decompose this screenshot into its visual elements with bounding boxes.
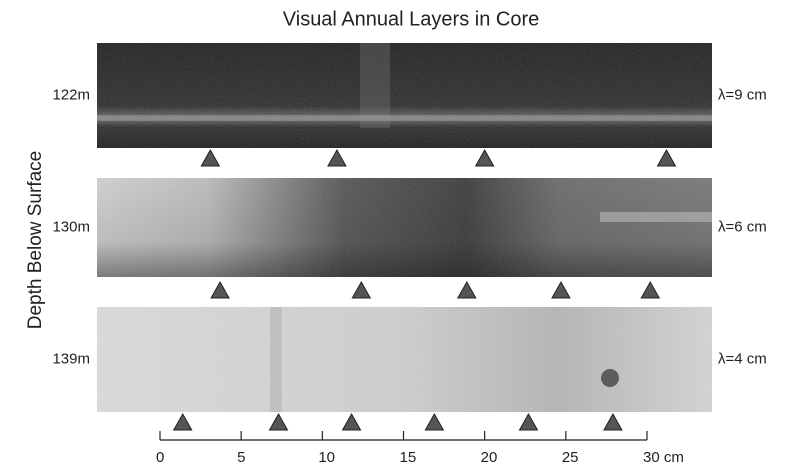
scale-tick-label: 10 <box>318 449 335 466</box>
layer-marker <box>474 148 495 167</box>
y-axis-label: Depth Below Surface <box>25 151 46 330</box>
layer-marker <box>341 412 362 431</box>
layer-marker <box>518 412 539 431</box>
core-image <box>97 43 712 148</box>
layer-marker <box>268 412 289 431</box>
wavelength-label: λ=9 cm <box>718 86 767 103</box>
title: Visual Annual Layers in Core <box>283 8 539 30</box>
depth-label: 139m <box>52 350 90 367</box>
layer-marker <box>456 280 477 299</box>
core-image <box>97 307 712 412</box>
layer-marker <box>656 148 677 167</box>
scale-tick-label: 15 <box>400 449 417 466</box>
scale-tick-label: 5 <box>237 449 245 466</box>
layer-marker <box>551 280 571 299</box>
layer-marker <box>200 148 221 167</box>
depth-label: 130m <box>52 218 90 235</box>
layer-marker <box>640 280 661 299</box>
layer-marker <box>351 280 372 299</box>
scale-tick-label: 30 cm <box>643 449 684 466</box>
scale-tick-label: 0 <box>156 449 164 466</box>
scale-tick-label: 25 <box>562 449 579 466</box>
depth-label: 122m <box>52 86 90 103</box>
wavelength-label: λ=6 cm <box>718 218 767 235</box>
layer-marker <box>172 412 193 431</box>
wavelength-label: λ=4 cm <box>718 350 767 367</box>
scale-tick-label: 20 <box>481 449 498 466</box>
layer-marker <box>210 280 230 299</box>
core-image <box>97 178 712 277</box>
layer-marker <box>424 412 445 431</box>
layer-marker <box>327 148 347 167</box>
layer-marker <box>603 412 623 431</box>
